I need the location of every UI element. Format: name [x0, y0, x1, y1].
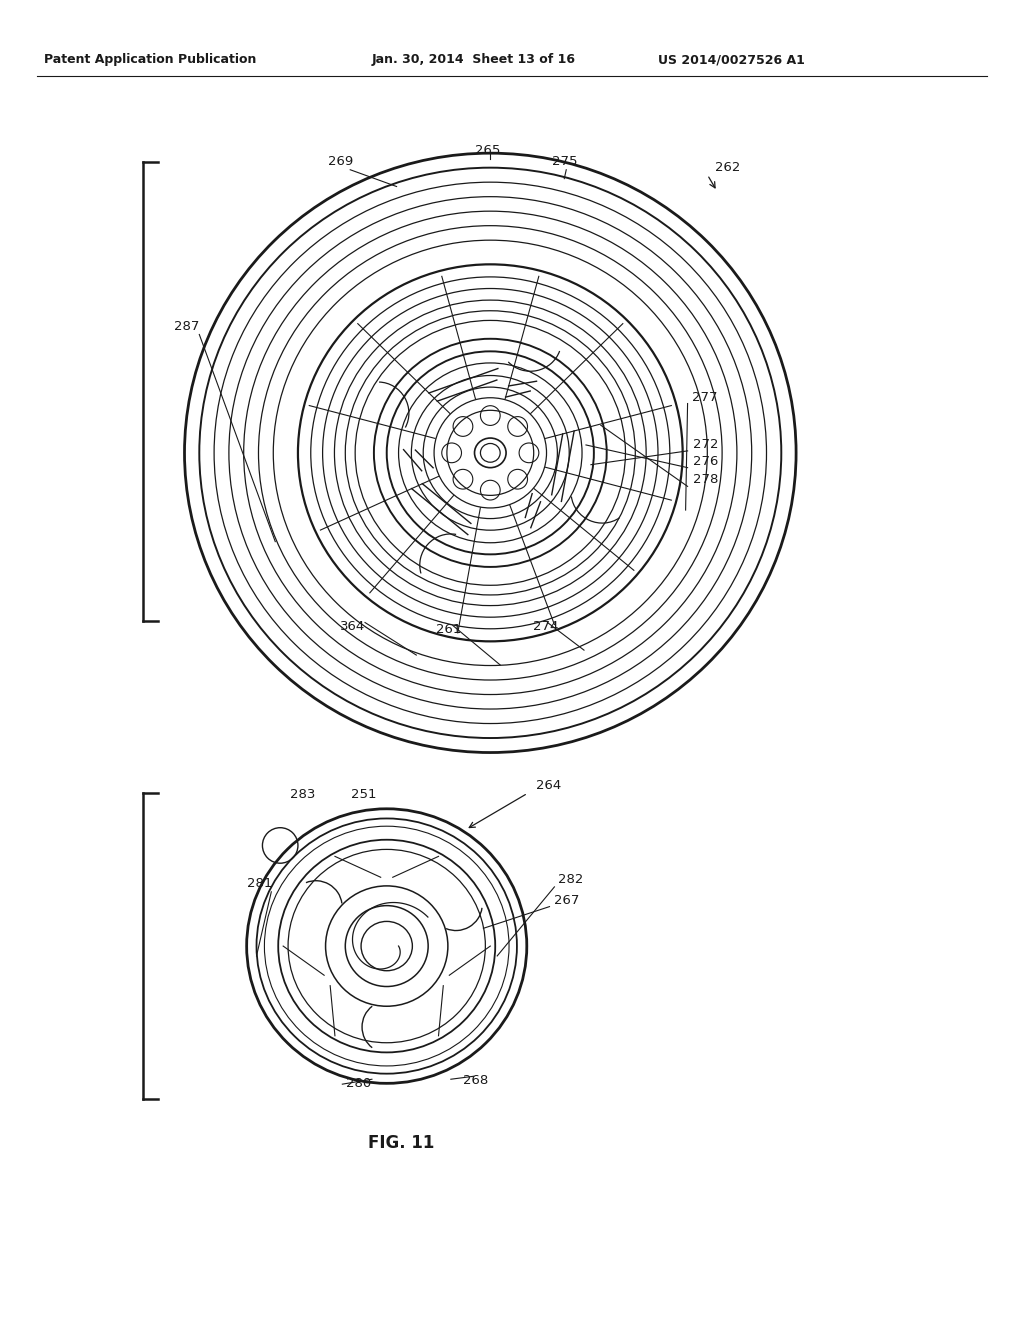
Text: 364: 364 — [340, 620, 365, 634]
Text: 251: 251 — [351, 788, 377, 801]
Text: 264: 264 — [536, 779, 561, 792]
Text: 275: 275 — [552, 154, 578, 168]
Text: 276: 276 — [692, 454, 718, 467]
Text: 261: 261 — [436, 623, 462, 636]
Text: 268: 268 — [463, 1074, 488, 1088]
Text: US 2014/0027526 A1: US 2014/0027526 A1 — [658, 53, 805, 66]
Text: 283: 283 — [290, 788, 315, 801]
Text: Jan. 30, 2014  Sheet 13 of 16: Jan. 30, 2014 Sheet 13 of 16 — [372, 53, 575, 66]
Text: 265: 265 — [475, 144, 500, 157]
Text: 272: 272 — [692, 438, 718, 451]
Text: 282: 282 — [558, 873, 584, 886]
Text: Patent Application Publication: Patent Application Publication — [44, 53, 257, 66]
Text: 281: 281 — [247, 876, 272, 890]
Text: 262: 262 — [715, 161, 740, 174]
Text: FIG. 11: FIG. 11 — [369, 1134, 435, 1152]
Text: 267: 267 — [554, 894, 580, 907]
Text: 278: 278 — [692, 474, 718, 487]
Text: 274: 274 — [532, 620, 558, 634]
Text: 277: 277 — [691, 391, 717, 404]
Text: 280: 280 — [346, 1077, 372, 1090]
Text: 287: 287 — [174, 319, 199, 333]
Text: 269: 269 — [328, 154, 353, 168]
